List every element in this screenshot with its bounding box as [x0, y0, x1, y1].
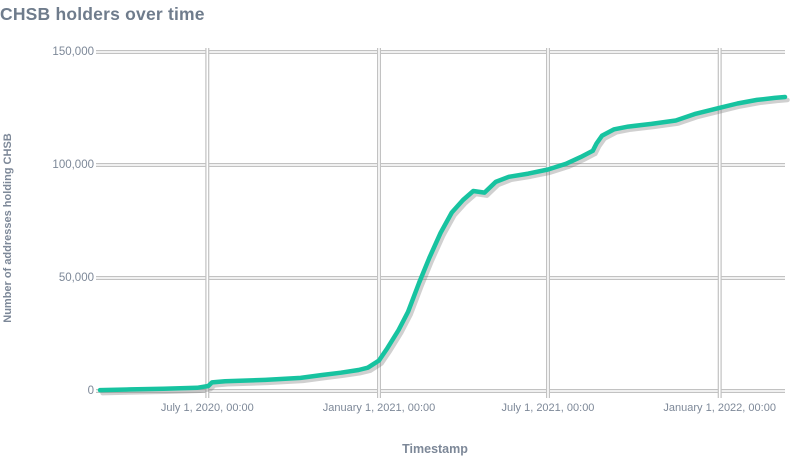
x-tick-label: January 1, 2021, 00:00 — [322, 402, 436, 414]
y-tick-label: 100,000 — [52, 159, 94, 171]
x-tick-label: January 1, 2022, 00:00 — [663, 402, 776, 414]
y-tick-label: 0 — [87, 385, 94, 397]
y-axis-tick-labels: 0 50,000 100,000 150,000 — [0, 0, 94, 462]
y-axis-title: Number of addresses holding CHSB — [2, 133, 14, 323]
chart-title: CHSB holders over time — [0, 4, 205, 24]
x-axis-title: Timestamp — [402, 442, 468, 456]
y-tick-label: 50,000 — [58, 272, 94, 284]
y-tick-label: 150,000 — [52, 46, 94, 58]
x-tick-label: July 1, 2021, 00:00 — [501, 402, 595, 414]
x-tick-label: July 1, 2020, 00:00 — [160, 402, 254, 414]
